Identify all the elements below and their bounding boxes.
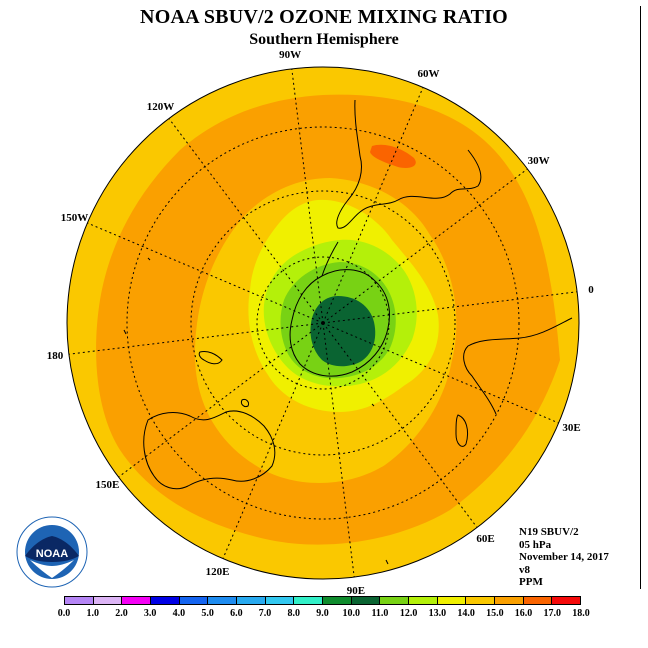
longitude-label: 30E [562, 422, 581, 435]
colorbar-tick-label: 14.0 [457, 608, 475, 619]
page-title: NOAA SBUV/2 OZONE MIXING RATIO [140, 6, 508, 28]
colorbar-tick-label: 2.0 [115, 608, 128, 619]
colorbar-cell [409, 597, 438, 604]
longitude-label: 90W [279, 49, 302, 61]
longitude-label: 60W [417, 68, 440, 81]
colorbar-cell [122, 597, 152, 604]
ozone-field [67, 67, 579, 579]
longitude-label: 30W [527, 154, 550, 167]
colorbar-tick-label: 15.0 [486, 608, 504, 619]
colorbar-tick-label: 9.0 [316, 608, 329, 619]
version-label: v8 [519, 563, 530, 576]
colorbar-tick-labels: 0.0 1.0 2.0 3.0 4.0 5.0 6.0 7.0 8.0 9.0 10.0 11.0 12… [58, 608, 590, 622]
metadata-block: N19 SBUV/2 05 hPa November 14, 2017 v8 P… [519, 526, 609, 589]
colorbar-cell [151, 597, 180, 604]
colorbar [64, 596, 581, 605]
colorbar-tick-label: 10.0 [342, 608, 360, 619]
colorbar-tick-label: 13.0 [428, 608, 447, 619]
globe-outline [66, 66, 580, 580]
date-label: November 14, 2017 [519, 551, 609, 563]
colorbar-tick-label: 11.0 [371, 608, 389, 619]
colorbar-tick-label: 1.0 [86, 608, 99, 619]
colorbar-cell [351, 597, 381, 604]
longitude-label: 0 [588, 284, 594, 297]
colorbar-cell [380, 597, 410, 604]
colorbar-cell [179, 597, 209, 604]
colorbar-tick-label: 8.0 [287, 608, 301, 619]
page-subtitle: Southern Hemisphere [249, 31, 399, 48]
colorbar-tick-label: 17.0 [543, 608, 562, 619]
longitude-label: 90E [346, 584, 366, 597]
colorbar-cell [65, 597, 94, 604]
colorbar-tick-label: 16.0 [514, 608, 533, 619]
colorbar-cell [523, 597, 553, 604]
colorbar-cell [495, 597, 524, 604]
longitude-label: 150W [60, 211, 89, 224]
satellite-label: N19 SBUV/2 [519, 526, 579, 538]
colorbar-cell [294, 597, 324, 604]
latitude-circles [126, 126, 520, 520]
colorbar-cell [323, 597, 352, 604]
colorbar-tick-label: 3.0 [143, 608, 157, 619]
colorbar-cell [208, 597, 238, 604]
longitude-label: 120E [205, 565, 230, 578]
field-level-15-16 [370, 144, 416, 168]
colorbar-cell [237, 597, 266, 604]
longitude-label: 180 [46, 349, 64, 362]
colorbar-cell [265, 597, 295, 604]
colorbar-cell [466, 597, 496, 604]
colorbar-tick-label: 4.0 [172, 608, 186, 619]
pressure-level: 05 hPa [519, 538, 552, 551]
noaa-logo: NOAA [16, 516, 88, 588]
colorbar-tick-label: 7.0 [258, 608, 272, 619]
colorbar-cell [437, 597, 467, 604]
colorbar-cell [552, 597, 581, 604]
logo-text: NOAA [36, 548, 68, 560]
longitude-label: 60E [476, 532, 495, 545]
colorbar-tick-label: 18.0 [572, 608, 590, 619]
frame-border [640, 6, 641, 589]
colorbar-tick-label: 6.0 [230, 608, 243, 619]
colorbar-cell [93, 597, 123, 604]
colorbar-tick-label: 12.0 [399, 608, 418, 619]
colorbar-tick-label: 0.0 [57, 608, 71, 619]
colorbar-tick-label: 5.0 [201, 608, 214, 619]
coastlines [123, 99, 573, 565]
longitude-label: 150E [95, 479, 120, 492]
units-label: PPM [519, 576, 543, 588]
longitude-label: 120W [146, 101, 175, 114]
